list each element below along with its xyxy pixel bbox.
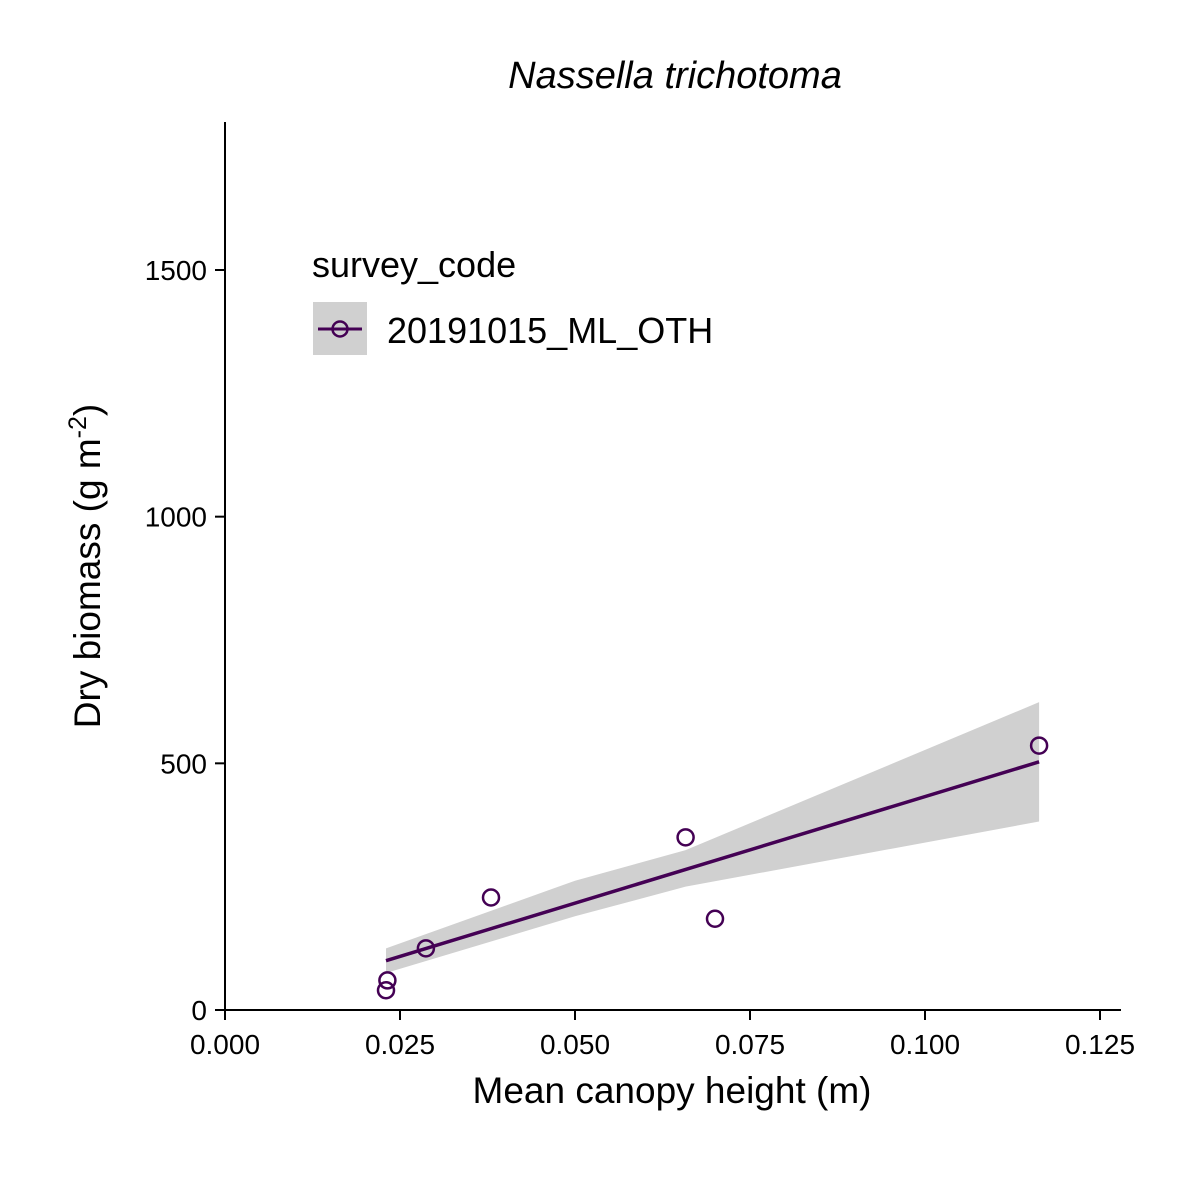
data-point bbox=[705, 909, 725, 928]
y-axis-title-main: Dry biomass (g m bbox=[67, 438, 108, 728]
y-tick-label: 0 bbox=[191, 995, 207, 1026]
data-point bbox=[376, 981, 396, 1000]
y-tick-label: 500 bbox=[160, 748, 207, 779]
legend: survey_code 20191015_ML_OTH bbox=[312, 244, 713, 355]
data-point bbox=[481, 888, 501, 907]
x-tick-label: 0.000 bbox=[190, 1029, 260, 1060]
x-tick-label: 0.100 bbox=[890, 1029, 960, 1060]
x-tick-label: 0.050 bbox=[540, 1029, 610, 1060]
legend-key-point bbox=[331, 320, 349, 338]
y-tick-label: 1500 bbox=[145, 255, 207, 286]
y-axis-title: Dry biomass (g m-2) bbox=[64, 404, 108, 728]
chart-title: Nassella trichotoma bbox=[508, 55, 842, 97]
plot-area bbox=[376, 702, 1049, 1000]
confidence-band bbox=[386, 702, 1040, 973]
y-ticks: 0 500 1000 1500 bbox=[145, 255, 225, 1026]
fit-line bbox=[385, 760, 1040, 963]
x-tick-label: 0.125 bbox=[1065, 1029, 1135, 1060]
data-point bbox=[416, 939, 436, 958]
x-tick-label: 0.075 bbox=[715, 1029, 785, 1060]
data-point bbox=[378, 971, 397, 990]
legend-entry-label: 20191015_ML_OTH bbox=[387, 310, 713, 351]
y-axis-title-superscript: -2 bbox=[64, 416, 92, 438]
x-tick-label: 0.025 bbox=[365, 1029, 435, 1060]
y-axis-title-close: ) bbox=[67, 404, 108, 416]
data-point bbox=[676, 828, 695, 847]
y-tick-label: 1000 bbox=[145, 502, 207, 533]
data-point bbox=[1029, 736, 1049, 755]
x-axis-title: Mean canopy height (m) bbox=[473, 1070, 872, 1111]
x-ticks: 0.000 0.025 0.050 0.075 0.100 0.125 bbox=[190, 1010, 1135, 1060]
legend-title: survey_code bbox=[312, 244, 516, 285]
